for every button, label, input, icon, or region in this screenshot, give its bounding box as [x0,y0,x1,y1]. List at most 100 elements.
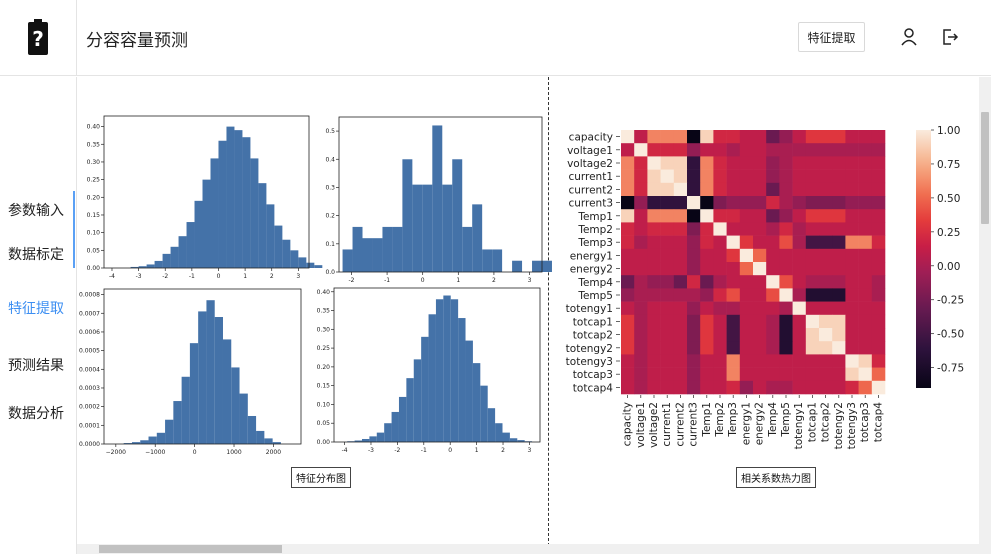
heatmap-cell [766,262,780,276]
heatmap-cell [819,354,833,368]
logout-icon[interactable] [940,27,960,47]
heatmap-cell [634,248,648,263]
vertical-scroll-thumb[interactable] [981,112,989,224]
heatmap-cell [634,367,648,382]
histogram-bar [148,436,157,444]
heatmap-cell [647,367,661,382]
heatmap-col-label: Temp5 [780,402,792,438]
heatmap-cell [700,143,714,157]
horizontal-scroll-thumb[interactable] [99,545,282,553]
heatmap-cell [687,288,701,302]
heatmap-cell [739,380,754,395]
histogram-bar [231,367,240,444]
heatmap-cell [647,209,661,223]
heatmap-cell [634,301,648,316]
heatmap-cell [832,209,846,223]
heatmap-cell [673,209,688,223]
sidebar-item-data-analysis[interactable]: 数据分析 [8,406,64,422]
heatmap-col-label: capacity [622,402,634,446]
y-tick-label: 0.30 [87,159,101,166]
histogram-bar [306,262,315,268]
heatmap-cell [660,182,675,197]
heatmap-cell [634,288,648,302]
user-icon[interactable] [899,27,919,47]
heatmap-cell [819,314,833,329]
horizontal-scrollbar[interactable] [77,544,979,554]
heatmap-cell [647,143,661,157]
heatmap-cell [766,130,780,144]
heatmap-cell [621,328,635,342]
heatmap-cell [805,248,820,263]
heatmap-cell [871,380,886,395]
heatmap-cell [713,235,727,250]
heatmap-cell [713,222,727,236]
heatmap-cell [726,209,741,223]
heatmap-cell [792,328,807,342]
histogram-bar [247,415,257,444]
heatmap-cell [739,235,754,250]
x-tick-label: 0 [421,277,425,284]
x-tick-label: −2000 [106,449,126,456]
heatmap-cell [700,301,714,316]
histogram-bar [206,300,215,444]
heatmap-cell [739,354,754,368]
histogram-bar [542,260,552,272]
heatmap-cell [739,196,754,210]
heatmap-cell [753,341,767,355]
heatmap-cell [634,209,648,223]
sidebar-item-feature-extraction[interactable]: 特征提取 [8,301,64,317]
heatmap-cell [858,248,873,263]
colorbar-tick-label: 0.00 [937,261,960,273]
heatmap-cell [700,235,714,250]
y-tick-label: 0.05 [317,420,331,427]
histogram-bar [465,340,473,442]
heatmap-cell [766,248,780,263]
heatmap-cell [700,196,714,210]
sidebar-item-data-calibration[interactable]: 数据标定 [8,247,64,263]
histogram-bar [435,299,444,442]
heatmap-cell [634,222,648,236]
heatmap-cell [621,314,635,329]
heatmap-cell [792,354,807,368]
correlation-heatmap [616,130,886,398]
x-tick-label: 2 [492,277,496,284]
heatmap-cell [647,182,661,197]
heatmap-cell [871,143,886,157]
heatmap-cell [673,235,688,250]
heatmap-cell [792,209,807,223]
y-tick-label: 0.2 [325,213,335,220]
heatmap-col-label: totcap2 [820,402,832,442]
heatmap-cell [779,275,793,289]
heatmap-col-label: totengy3 [846,402,858,449]
heatmap-cell [845,156,859,170]
heatmap-cell [753,262,767,276]
heatmap-cell [726,130,741,144]
heatmap-cell [713,367,727,382]
heatmap-cell [660,196,675,210]
heatmap-cell [700,380,714,395]
heatmap-row-label: totengy3 [566,356,613,368]
histogram-bar [274,225,283,268]
heatmap-cell [792,275,807,289]
heatmap-cell [647,262,661,276]
vertical-scrollbar[interactable] [979,77,991,554]
feature-extract-button[interactable]: 特征提取 [798,22,865,52]
histogram-bar [250,158,259,268]
sidebar-item-prediction-result[interactable]: 预测结果 [8,358,64,374]
heatmap-cell [739,156,754,170]
x-tick-label: 3 [528,277,532,284]
heatmap-cell [621,262,635,276]
heatmap-cell [832,367,846,382]
heatmap-cell [739,248,754,263]
histogram-bar [210,158,219,268]
heatmap-cell [832,341,846,355]
heatmap-cell [805,367,820,382]
heatmap-cell [647,235,661,250]
heatmap-cell [858,262,873,276]
heatmap-cell [805,314,820,329]
heatmap-cell [871,262,886,276]
sidebar-item-param-input[interactable]: 参数输入 [8,203,64,219]
heatmap-cell [687,262,701,276]
heatmap-cell [805,301,820,316]
histogram-bar [146,264,155,268]
